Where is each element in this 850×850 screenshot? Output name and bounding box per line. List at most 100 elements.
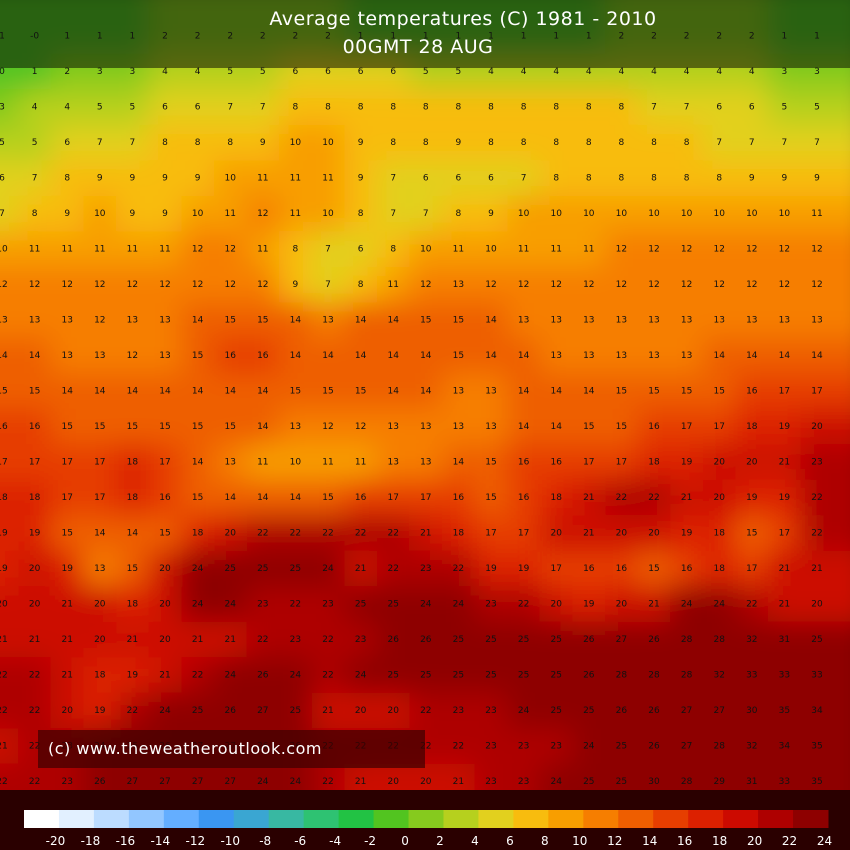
field-cell xyxy=(735,763,770,790)
field-cell xyxy=(539,302,574,339)
field-cell xyxy=(246,657,281,694)
grid-value: 12 xyxy=(550,280,561,290)
grid-value: 21 xyxy=(192,635,203,645)
grid-value: 22 xyxy=(453,564,464,574)
field-cell xyxy=(50,586,85,623)
grid-value: 12 xyxy=(648,280,659,290)
grid-value: 15 xyxy=(192,493,203,503)
field-cell xyxy=(376,550,411,588)
field-cell xyxy=(539,515,574,552)
grid-value: 12 xyxy=(29,280,40,290)
field-cell xyxy=(409,266,444,304)
grid-value: 8 xyxy=(684,174,690,184)
grid-value: 12 xyxy=(0,280,8,290)
grid-value: 16 xyxy=(746,387,758,397)
field-cell xyxy=(637,160,672,197)
grid-value: 14 xyxy=(420,387,432,397)
grid-value: 12 xyxy=(681,245,692,255)
field-cell xyxy=(637,266,672,304)
grid-value: 12 xyxy=(616,280,627,290)
field-cell xyxy=(539,692,574,730)
field-cell xyxy=(18,444,52,481)
field-cell xyxy=(800,586,850,623)
grid-value: 17 xyxy=(779,387,790,397)
field-cell xyxy=(279,302,313,339)
field-cell xyxy=(507,479,541,517)
field-cell xyxy=(637,515,672,552)
grid-value: 23 xyxy=(811,458,822,468)
grid-value: 1 xyxy=(586,32,592,42)
field-cell xyxy=(768,337,802,375)
grid-value: 9 xyxy=(488,209,494,219)
field-cell xyxy=(18,586,52,623)
grid-value: 25 xyxy=(550,671,561,681)
grid-value: 23 xyxy=(518,742,529,752)
grid-value: 8 xyxy=(423,103,429,113)
field-cell xyxy=(539,337,574,375)
grid-value: 16 xyxy=(583,564,595,574)
field-cell xyxy=(768,763,802,790)
field-cell xyxy=(800,124,850,162)
grid-value: 14 xyxy=(518,422,530,432)
colorbar-label: -10 xyxy=(220,834,240,848)
field-cell xyxy=(50,763,85,790)
grid-value: 13 xyxy=(779,316,790,326)
grid-value: 13 xyxy=(387,458,398,468)
grid-value: 11 xyxy=(257,174,268,184)
grid-value: 7 xyxy=(0,209,5,219)
field-cell xyxy=(539,266,574,304)
field-cell xyxy=(181,479,215,517)
field-cell xyxy=(50,692,85,730)
grid-value: 8 xyxy=(64,174,70,184)
grid-value: 12 xyxy=(779,280,790,290)
field-cell xyxy=(116,550,150,588)
grid-value: 17 xyxy=(387,493,398,503)
grid-value: 25 xyxy=(257,564,268,574)
grid-value: 12 xyxy=(746,280,757,290)
field-cell xyxy=(442,160,476,197)
grid-value: 25 xyxy=(290,564,301,574)
field-cell xyxy=(605,550,639,588)
field-cell xyxy=(474,621,509,659)
colorbar-swatch xyxy=(723,810,759,828)
field-cell xyxy=(213,550,248,588)
field-cell xyxy=(376,337,411,375)
field-cell xyxy=(50,195,85,233)
grid-value: 15 xyxy=(453,316,464,326)
grid-value: 18 xyxy=(0,493,8,503)
grid-value: 13 xyxy=(159,316,170,326)
grid-value: 8 xyxy=(456,103,462,113)
field-cell xyxy=(735,692,770,730)
grid-value: 18 xyxy=(127,493,139,503)
field-cell xyxy=(181,444,215,481)
field-cell xyxy=(148,763,183,790)
field-cell xyxy=(768,124,802,162)
field-cell xyxy=(702,692,737,730)
grid-value: 2 xyxy=(325,32,331,42)
grid-value: 25 xyxy=(192,706,203,716)
field-cell xyxy=(311,763,346,790)
grid-value: 27 xyxy=(159,777,170,787)
grid-value: 2 xyxy=(749,32,755,42)
field-cell xyxy=(376,692,411,730)
grid-value: 26 xyxy=(616,706,628,716)
field-cell xyxy=(344,231,378,268)
field-cell xyxy=(605,515,639,552)
field-cell xyxy=(50,337,85,375)
field-cell xyxy=(213,231,248,268)
grid-value: 8 xyxy=(488,138,494,148)
field-cell xyxy=(670,479,704,517)
grid-value: 4 xyxy=(553,67,559,77)
grid-value: 12 xyxy=(159,280,170,290)
grid-value: 21 xyxy=(779,458,790,468)
grid-value: 6 xyxy=(162,103,168,113)
grid-value: 13 xyxy=(550,316,561,326)
grid-value: 18 xyxy=(746,422,758,432)
field-cell xyxy=(735,337,770,375)
grid-value: 14 xyxy=(257,493,269,503)
field-cell xyxy=(181,550,215,588)
grid-value: 21 xyxy=(0,742,8,752)
field-cell xyxy=(181,160,215,197)
grid-value: 9 xyxy=(97,174,103,184)
field-cell xyxy=(18,266,52,304)
